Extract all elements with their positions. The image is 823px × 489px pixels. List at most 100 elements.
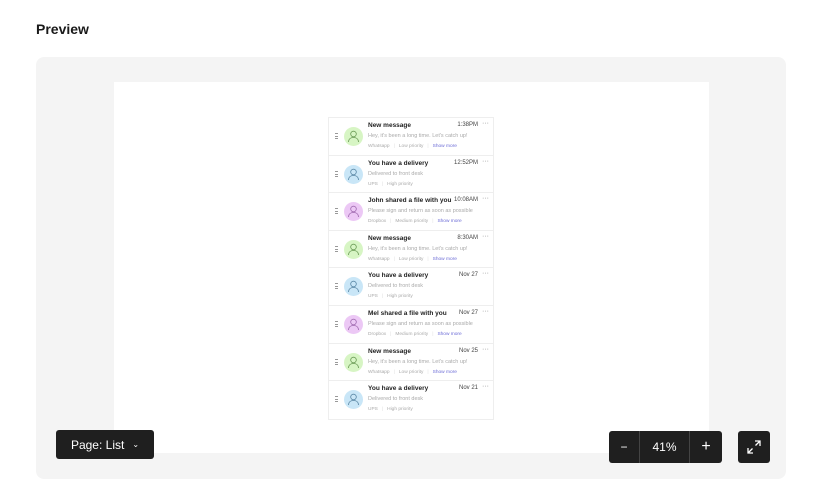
show-more-link[interactable]: Show more xyxy=(432,369,457,375)
more-options-icon[interactable]: ··· xyxy=(482,383,489,391)
notification-time: Nov 27 xyxy=(458,272,478,279)
avatar xyxy=(344,390,363,410)
page-title: Preview xyxy=(36,21,89,37)
more-options-icon[interactable]: ··· xyxy=(482,232,489,240)
notification-time: Nov 25 xyxy=(458,347,478,354)
show-more-link[interactable]: Show more xyxy=(432,144,457,149)
drag-handle-icon[interactable] xyxy=(335,358,338,365)
notification-title: You have a delivery xyxy=(368,159,429,167)
avatar xyxy=(344,202,363,222)
divider: | xyxy=(393,369,395,375)
notification-priority: High priority xyxy=(387,294,413,300)
notification-title: New message xyxy=(368,347,411,355)
notification-time: 12:52PM xyxy=(453,159,478,166)
divider: | xyxy=(427,256,429,262)
show-more-link[interactable]: Show more xyxy=(432,256,457,262)
notification-item[interactable]: Mel shared a file with you Nov 27 ··· Pl… xyxy=(329,306,493,344)
page-select-label: Page: List xyxy=(70,437,125,452)
notification-priority: Medium priority xyxy=(395,331,429,337)
divider: | xyxy=(427,144,429,149)
notification-priority: Medium priority xyxy=(395,219,429,225)
notification-priority: High priority xyxy=(387,407,413,413)
notification-time: Nov 27 xyxy=(458,309,478,316)
avatar xyxy=(344,352,363,372)
user-icon xyxy=(348,318,359,330)
notification-priority: Low priority xyxy=(398,369,424,375)
user-icon xyxy=(348,130,359,143)
more-options-icon[interactable]: ··· xyxy=(482,270,489,278)
notification-body: Delivered to front desk xyxy=(368,170,424,177)
avatar xyxy=(344,164,363,184)
notification-time: Nov 21 xyxy=(458,385,478,392)
more-options-icon[interactable]: ··· xyxy=(482,120,489,127)
show-more-link[interactable]: Show more xyxy=(437,219,462,225)
drag-handle-icon[interactable] xyxy=(335,396,338,403)
divider: | xyxy=(390,219,392,225)
avatar xyxy=(344,239,363,259)
notification-title: New message xyxy=(368,122,411,129)
divider: | xyxy=(393,144,395,149)
avatar xyxy=(344,314,363,334)
divider: | xyxy=(390,331,392,337)
divider: | xyxy=(427,369,429,375)
notification-source: Dropbox xyxy=(368,219,387,225)
user-icon xyxy=(348,168,359,180)
notification-priority: Low priority xyxy=(398,144,424,149)
notification-title: You have a delivery xyxy=(368,272,429,280)
notification-body: Please sign and return as soon as possib… xyxy=(368,208,473,215)
notification-item[interactable]: You have a delivery Nov 27 ··· Delivered… xyxy=(329,268,493,306)
divider: | xyxy=(381,407,384,413)
notification-source: Dropbox xyxy=(368,331,387,337)
notification-item[interactable]: New message 8:30AM ··· Hey, it's been a … xyxy=(329,231,493,269)
zoom-in-button[interactable]: + xyxy=(701,438,711,455)
drag-handle-icon[interactable] xyxy=(335,245,338,252)
notification-item[interactable]: You have a delivery 12:52PM ··· Delivere… xyxy=(329,156,493,194)
notification-body: Delivered to front desk xyxy=(368,396,424,403)
drag-handle-icon[interactable] xyxy=(335,170,338,177)
notification-body: Please sign and return as soon as possib… xyxy=(368,320,473,327)
notification-source: UPS xyxy=(368,294,378,300)
notification-body: Hey, it's been a long time. Let's catch … xyxy=(368,358,468,365)
drag-handle-icon[interactable] xyxy=(335,283,338,290)
notification-source: Whatsapp xyxy=(368,256,390,262)
more-options-icon[interactable]: ··· xyxy=(482,307,489,315)
show-more-link[interactable]: Show more xyxy=(437,331,462,337)
notification-source: Whatsapp xyxy=(368,144,390,149)
divider: | xyxy=(381,294,384,300)
divider: | xyxy=(393,256,395,262)
user-icon xyxy=(348,393,359,406)
notification-priority: High priority xyxy=(387,181,413,187)
avatar xyxy=(344,277,363,297)
zoom-control: − 41% + xyxy=(609,431,722,463)
divider: | xyxy=(381,181,384,187)
drag-handle-icon[interactable] xyxy=(335,133,338,139)
more-options-icon[interactable]: ··· xyxy=(482,195,489,203)
zoom-out-button[interactable]: − xyxy=(609,431,640,463)
user-icon xyxy=(348,356,359,368)
drag-handle-icon[interactable] xyxy=(335,320,338,327)
notification-title: John shared a file with you xyxy=(368,197,452,205)
notification-time: 1:38PM xyxy=(457,122,478,128)
notification-item[interactable]: John shared a file with you 10:08AM ··· … xyxy=(329,193,493,231)
user-icon xyxy=(348,243,359,255)
notification-time: 10:08AM xyxy=(453,197,478,204)
avatar xyxy=(344,127,363,146)
notification-body: Delivered to front desk xyxy=(368,283,424,290)
notification-source: UPS xyxy=(368,407,378,413)
notification-body: Hey, it's been a long time. Let's catch … xyxy=(368,133,468,139)
notification-source: Whatsapp xyxy=(368,369,390,375)
notification-title: Mel shared a file with you xyxy=(368,309,447,317)
chevron-down-icon: ⌄ xyxy=(132,440,140,449)
divider: | xyxy=(432,331,434,337)
page-select-button[interactable]: Page: List ⌄ xyxy=(56,430,154,459)
more-options-icon[interactable]: ··· xyxy=(482,345,489,353)
notification-item[interactable]: New message 1:38PM ··· Hey, it's been a … xyxy=(329,118,493,156)
notification-item[interactable]: New message Nov 25 ··· Hey, it's been a … xyxy=(329,344,493,382)
fullscreen-button[interactable] xyxy=(738,431,770,463)
notification-item[interactable]: You have a delivery Nov 21 ··· Delivered… xyxy=(329,381,493,419)
more-options-icon[interactable]: ··· xyxy=(482,157,489,165)
notification-title: You have a delivery xyxy=(368,385,429,393)
drag-handle-icon[interactable] xyxy=(335,208,338,215)
notification-body: Hey, it's been a long time. Let's catch … xyxy=(368,245,468,252)
user-icon xyxy=(348,281,359,293)
